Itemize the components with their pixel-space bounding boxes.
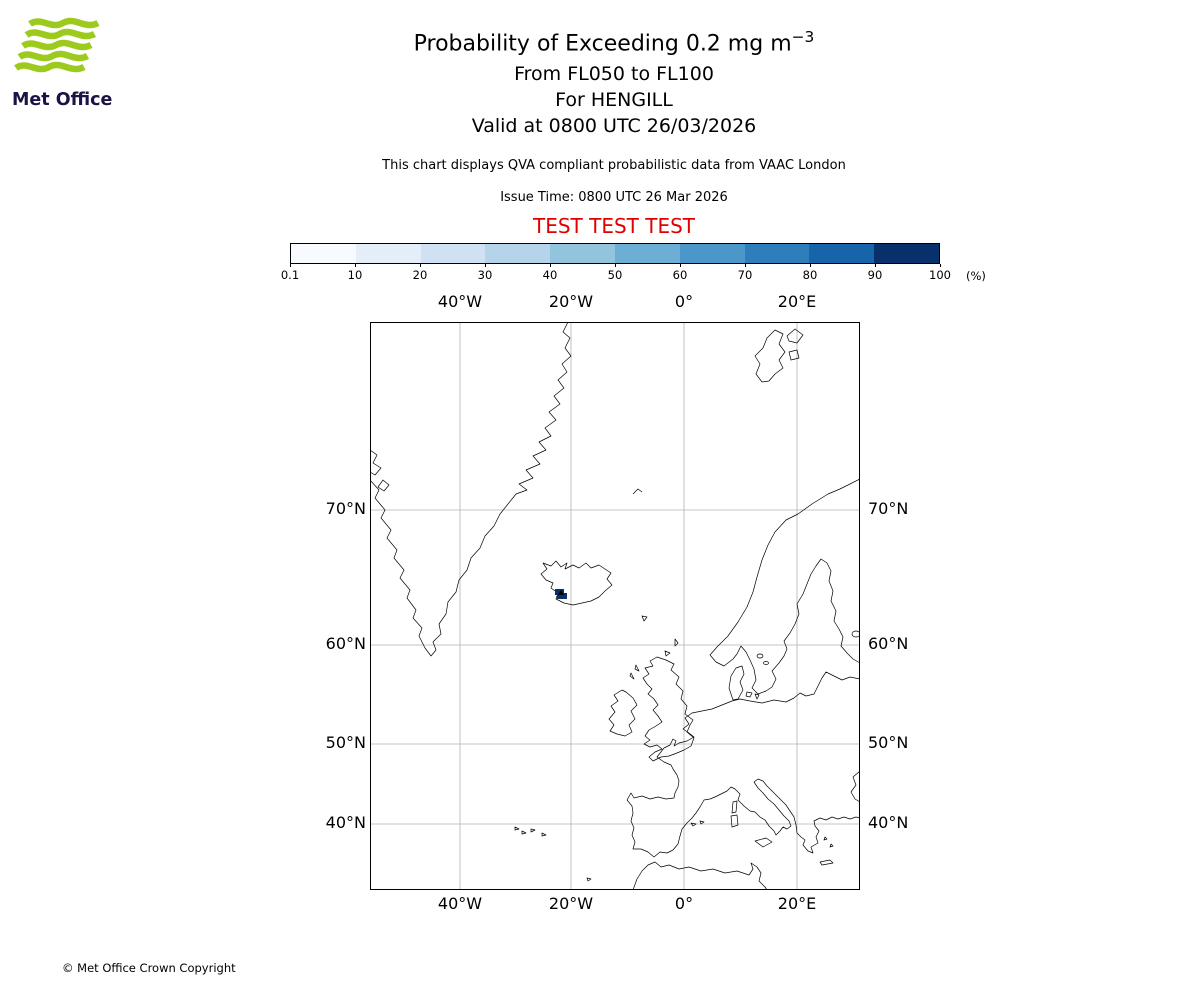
colorbar-segment (420, 244, 486, 263)
lat-label-left-60n: 60°N (325, 634, 366, 653)
colorbar-segment (809, 244, 875, 263)
coastline-madeira (586, 877, 592, 882)
coastline-danish-isles (745, 691, 760, 700)
coastline-ireland (608, 689, 638, 737)
colorbar-tick-mark (485, 264, 486, 267)
colorbar-tick-label: 30 (477, 268, 493, 282)
coastline-orkney (664, 650, 671, 657)
coastline-greenland-west-island2 (377, 479, 390, 492)
coastline-greenland-west-islands (370, 449, 382, 476)
coastline-azores (514, 826, 547, 837)
lat-label-right-50n: 50°N (868, 733, 909, 752)
subtitle-flight-levels: From FL050 to FL100 (514, 63, 714, 85)
colorbar-tick-mark (290, 264, 291, 267)
coastline-aegean-islands (823, 836, 834, 848)
lon-label-bottom-0: 0° (674, 894, 694, 913)
colorbar-tick-label: 70 (737, 268, 753, 282)
lat-label-right-60n: 60°N (868, 634, 909, 653)
lon-label-bottom-20w: 20°W (548, 894, 594, 913)
colorbar-tick-mark (745, 264, 746, 267)
colorbar-segment (679, 244, 745, 263)
colorbar-segment (614, 244, 680, 263)
lon-label-bottom-40w: 40°W (437, 894, 483, 913)
subtitle-volcano: For HENGILL (555, 89, 673, 111)
colorbar-tick-mark (355, 264, 356, 267)
lat-label-right-70n: 70°N (868, 499, 909, 518)
colorbar-unit-label: (%) (966, 269, 986, 283)
lon-label-top-40w: 40°W (437, 292, 483, 311)
page-title-text: Probability of Exceeding 0.2 mg m (413, 31, 792, 57)
colorbar-tick-mark (810, 264, 811, 267)
coastline-svalbard-ne (786, 328, 804, 344)
colorbar-tick-label: 40 (542, 268, 558, 282)
lake-ladoga (851, 630, 860, 638)
coastline-greenland (370, 322, 572, 657)
coastline-scandinavia (709, 478, 860, 695)
coastline-mainland-europe (626, 671, 860, 858)
colorbar-segment (550, 244, 615, 263)
coastline-svalbard (754, 329, 786, 383)
map-border (370, 322, 860, 890)
coastline-north-africa (632, 861, 768, 890)
coastline-jan-mayen (632, 488, 643, 495)
coastline-sardinia (730, 814, 739, 828)
colorbar-gradient (290, 243, 940, 264)
colorbar-tick-label: 20 (412, 268, 428, 282)
coastline-great-britain (642, 656, 695, 762)
colorbar-tick-label: 100 (929, 268, 951, 282)
page-title: Probability of Exceeding 0.2 mg m−3 (28, 28, 1200, 56)
colorbar-tick-mark (940, 264, 941, 267)
coastline-black-sea (850, 770, 860, 803)
lat-label-left-50n: 50°N (325, 733, 366, 752)
test-banner: TEST TEST TEST (532, 214, 695, 238)
coastline-shetland (674, 638, 679, 647)
lat-label-right-40n: 40°N (868, 813, 909, 832)
colorbar-tick-mark (420, 264, 421, 267)
lat-label-left-70n: 70°N (325, 499, 366, 518)
colorbar-tick-label: 80 (802, 268, 818, 282)
colorbar-tick-label: 50 (607, 268, 623, 282)
subtitle-valid-time: Valid at 0800 UTC 26/03/2026 (471, 115, 757, 137)
coastline-sicily (754, 837, 773, 848)
lon-label-bottom-20e: 20°E (777, 894, 817, 913)
lat-label-left-40n: 40°N (325, 813, 366, 832)
lake-vattern (763, 661, 769, 665)
colorbar-segment (485, 244, 551, 263)
page-title-exponent: −3 (791, 28, 815, 46)
coastline-iceland (540, 560, 613, 606)
colorbar-ticks: 0.1 10 20 30 40 50 60 70 80 90 100 (281, 264, 951, 284)
colorbar-segment (874, 244, 939, 263)
colorbar-tick-mark (615, 264, 616, 267)
coastline-crete (819, 859, 834, 866)
issue-time: Issue Time: 0800 UTC 26 Mar 2026 (500, 190, 728, 205)
colorbar-tick-mark (680, 264, 681, 267)
volcano-marker-icon (558, 590, 564, 595)
copyright-notice: © Met Office Crown Copyright (62, 961, 236, 975)
coastline-denmark (728, 665, 745, 701)
colorbar-tick-label: 0.1 (280, 268, 300, 282)
colorbar-segment (291, 244, 356, 263)
coastline-balearics (690, 820, 705, 827)
lon-label-top-20w: 20°W (548, 292, 594, 311)
lon-label-top-20e: 20°E (777, 292, 817, 311)
map-canvas (370, 322, 860, 890)
colorbar-segment (355, 244, 421, 263)
colorbar-tick-mark (875, 264, 876, 267)
lon-label-top-0: 0° (674, 292, 694, 311)
colorbar-segment (744, 244, 810, 263)
qva-note: This chart displays QVA compliant probab… (382, 158, 846, 173)
colorbar-tick-label: 60 (672, 268, 688, 282)
coastline-faroes (641, 615, 648, 622)
lake-vanern (756, 653, 764, 659)
colorbar-tick-mark (550, 264, 551, 267)
colorbar-tick-label: 90 (867, 268, 883, 282)
coastline-corsica (731, 800, 738, 814)
coastline-hebrides (629, 664, 640, 680)
graticule (370, 322, 860, 890)
coastlines (370, 322, 860, 890)
logo-wordmark: Met Office (12, 90, 113, 110)
colorbar-tick-label: 10 (347, 268, 363, 282)
coastline-svalbard-e (788, 349, 800, 361)
